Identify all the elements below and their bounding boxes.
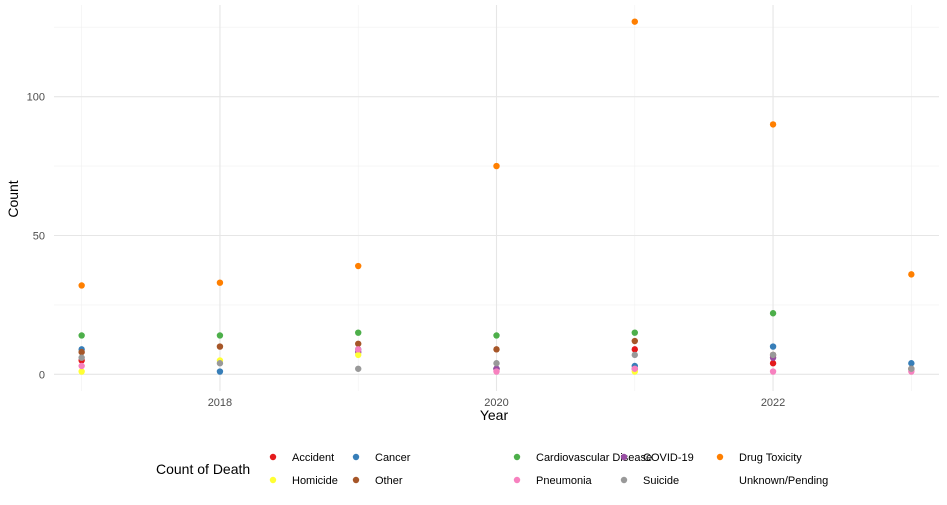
legend-label-cardiovascular-disease: Cardiovascular Disease xyxy=(536,452,652,464)
legend-label-suicide: Suicide xyxy=(643,475,679,487)
y-axis-title: Count xyxy=(5,180,21,217)
data-point-suicide xyxy=(769,351,777,359)
data-point-drug-toxicity xyxy=(631,18,638,25)
data-point-pneumonia xyxy=(78,362,85,370)
legend-label-cancer: Cancer xyxy=(375,452,411,464)
data-point-cancer xyxy=(908,360,915,367)
x-tick-label: 2020 xyxy=(484,397,508,409)
legend-key-other xyxy=(352,476,360,484)
legend-key-pneumonia xyxy=(513,476,521,484)
data-point-other xyxy=(631,337,638,345)
data-point-cardiovascular-disease xyxy=(216,332,224,339)
y-tick-label: 0 xyxy=(39,369,45,381)
data-point-drug-toxicity xyxy=(216,279,224,286)
data-point-pneumonia xyxy=(631,365,638,372)
data-point-suicide xyxy=(493,360,500,367)
legend-title: Count of Death xyxy=(156,461,250,477)
y-tick-label: 50 xyxy=(33,230,45,242)
data-point-homicide xyxy=(78,368,85,375)
legend-label-homicide: Homicide xyxy=(292,475,338,487)
data-point-cardiovascular-disease xyxy=(769,310,777,317)
legend-key-accident xyxy=(269,453,277,461)
data-point-other xyxy=(493,346,500,353)
legend-key-suicide xyxy=(620,476,628,484)
data-point-drug-toxicity xyxy=(908,271,915,278)
data-point-suicide xyxy=(78,354,85,361)
y-tick-label: 100 xyxy=(27,92,45,104)
data-point-suicide xyxy=(216,360,224,367)
data-point-pneumonia xyxy=(355,346,362,353)
data-point-drug-toxicity xyxy=(769,121,777,128)
legend-key-covid-19 xyxy=(620,453,628,461)
legend-label-accident: Accident xyxy=(292,452,334,464)
legend-key-homicide xyxy=(269,476,277,484)
legend-key-unknown-pending xyxy=(716,476,724,484)
grid xyxy=(54,5,939,391)
x-tick-label: 2022 xyxy=(761,397,785,409)
data-point-drug-toxicity xyxy=(78,282,85,289)
data-point-pneumonia xyxy=(769,368,777,375)
legend-label-pneumonia: Pneumonia xyxy=(536,475,593,487)
data-point-suicide xyxy=(908,365,915,372)
data-point-drug-toxicity xyxy=(493,162,500,170)
x-axis-title: Year xyxy=(480,407,509,423)
data-point-drug-toxicity xyxy=(355,262,362,270)
data-point-cancer xyxy=(216,368,224,375)
data-point-accident xyxy=(769,360,777,367)
axis-ticks: 2018 2020 2022 0 50 100 xyxy=(27,92,786,409)
data-point-cardiovascular-disease xyxy=(355,329,362,336)
data-point-other xyxy=(355,340,362,347)
legend-key-drug-toxicity xyxy=(716,453,724,461)
legend-label-drug-toxicity: Drug Toxicity xyxy=(739,452,802,464)
legend-key-cardiovascular-disease xyxy=(513,453,521,461)
data-point-cancer xyxy=(769,343,777,350)
data-point-cardiovascular-disease xyxy=(78,332,85,339)
data-point-homicide xyxy=(355,351,362,359)
legend-key-cancer xyxy=(352,453,360,461)
x-tick-label: 2018 xyxy=(208,397,232,409)
legend-items: Accident Cancer Cardiovascular DiseaseCOVI… xyxy=(269,452,828,487)
legend-label-unknown-pending: Unknown/Pending xyxy=(739,475,828,487)
legend-label-other: Other xyxy=(375,475,403,487)
data-point-cardiovascular-disease xyxy=(493,332,500,339)
data-point-suicide xyxy=(355,365,362,372)
data-point-other xyxy=(216,343,224,350)
data-point-cardiovascular-disease xyxy=(631,329,638,336)
legend-label-covid-19: COVID-19 xyxy=(643,452,694,464)
data-point-accident xyxy=(631,346,638,353)
data-point-suicide xyxy=(631,351,638,359)
data-point-pneumonia xyxy=(493,368,500,375)
data-points xyxy=(78,18,915,375)
data-point-other xyxy=(78,348,85,356)
legend: Count of Death Accident Cancer Cardiovascu… xyxy=(156,452,828,487)
